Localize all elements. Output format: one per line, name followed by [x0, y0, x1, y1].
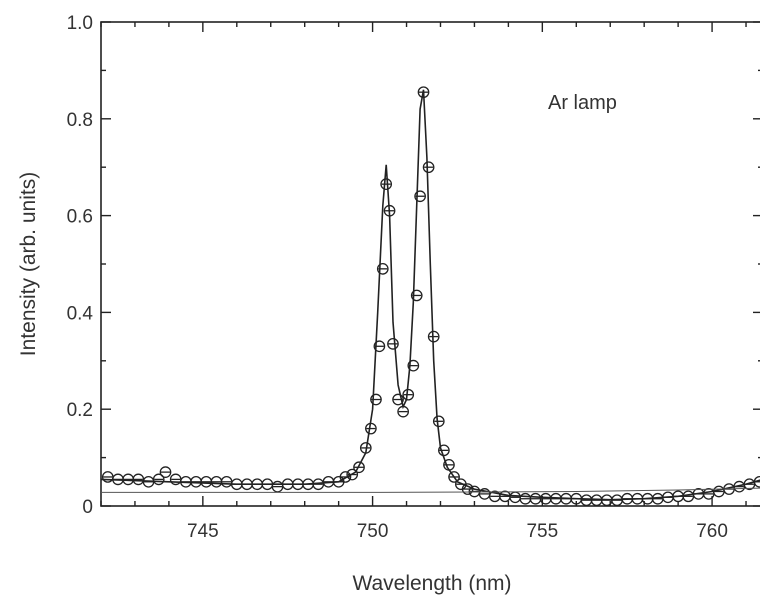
- data-point: [210, 475, 223, 488]
- data-point: [271, 480, 284, 493]
- data-point: [152, 473, 165, 486]
- data-point: [122, 473, 135, 486]
- y-tick-label-5: 1.0: [67, 13, 93, 34]
- data-point: [132, 473, 145, 486]
- chart-annotation: Ar lamp: [548, 92, 617, 114]
- data-point: [387, 338, 399, 350]
- fit-curve: [100, 89, 760, 501]
- data-point: [519, 492, 532, 505]
- data-point: [499, 490, 511, 503]
- data-point: [200, 475, 213, 488]
- y-axis-label: Intensity (arb. units): [17, 172, 40, 356]
- data-point: [402, 388, 415, 401]
- baseline-curve: [101, 487, 760, 493]
- data-point: [682, 490, 695, 503]
- x-tick-label-3: 760: [696, 521, 728, 542]
- data-point: [509, 491, 522, 504]
- y-tick-label-0: 0: [82, 497, 93, 518]
- y-tick-label-1: 0.2: [67, 400, 93, 421]
- y-tick-label-4: 0.8: [67, 110, 93, 131]
- data-point: [432, 415, 445, 428]
- y-tick-label-2: 0.4: [67, 303, 94, 324]
- data-point: [539, 492, 552, 505]
- y-tick-label-3: 0.6: [67, 207, 93, 228]
- x-tick-label-2: 755: [526, 521, 558, 542]
- x-tick-labels: 745 750 755 760: [187, 521, 728, 542]
- data-point: [159, 466, 172, 478]
- x-tick-label-1: 750: [357, 521, 389, 542]
- data-point: [702, 488, 715, 500]
- data-point: [422, 161, 435, 174]
- data-point: [190, 475, 202, 488]
- data-point: [529, 492, 542, 505]
- data-point: [380, 178, 393, 190]
- x-tick-label-0: 745: [187, 521, 219, 542]
- data-point: [220, 475, 233, 488]
- series-layer: [100, 86, 760, 507]
- x-axis-label: Wavelength (nm): [352, 572, 511, 595]
- data-point: [101, 471, 114, 483]
- data-point: [580, 494, 593, 507]
- data-point: [169, 473, 182, 486]
- y-tick-labels: 0 0.2 0.4 0.6 0.8 1.0: [67, 13, 94, 518]
